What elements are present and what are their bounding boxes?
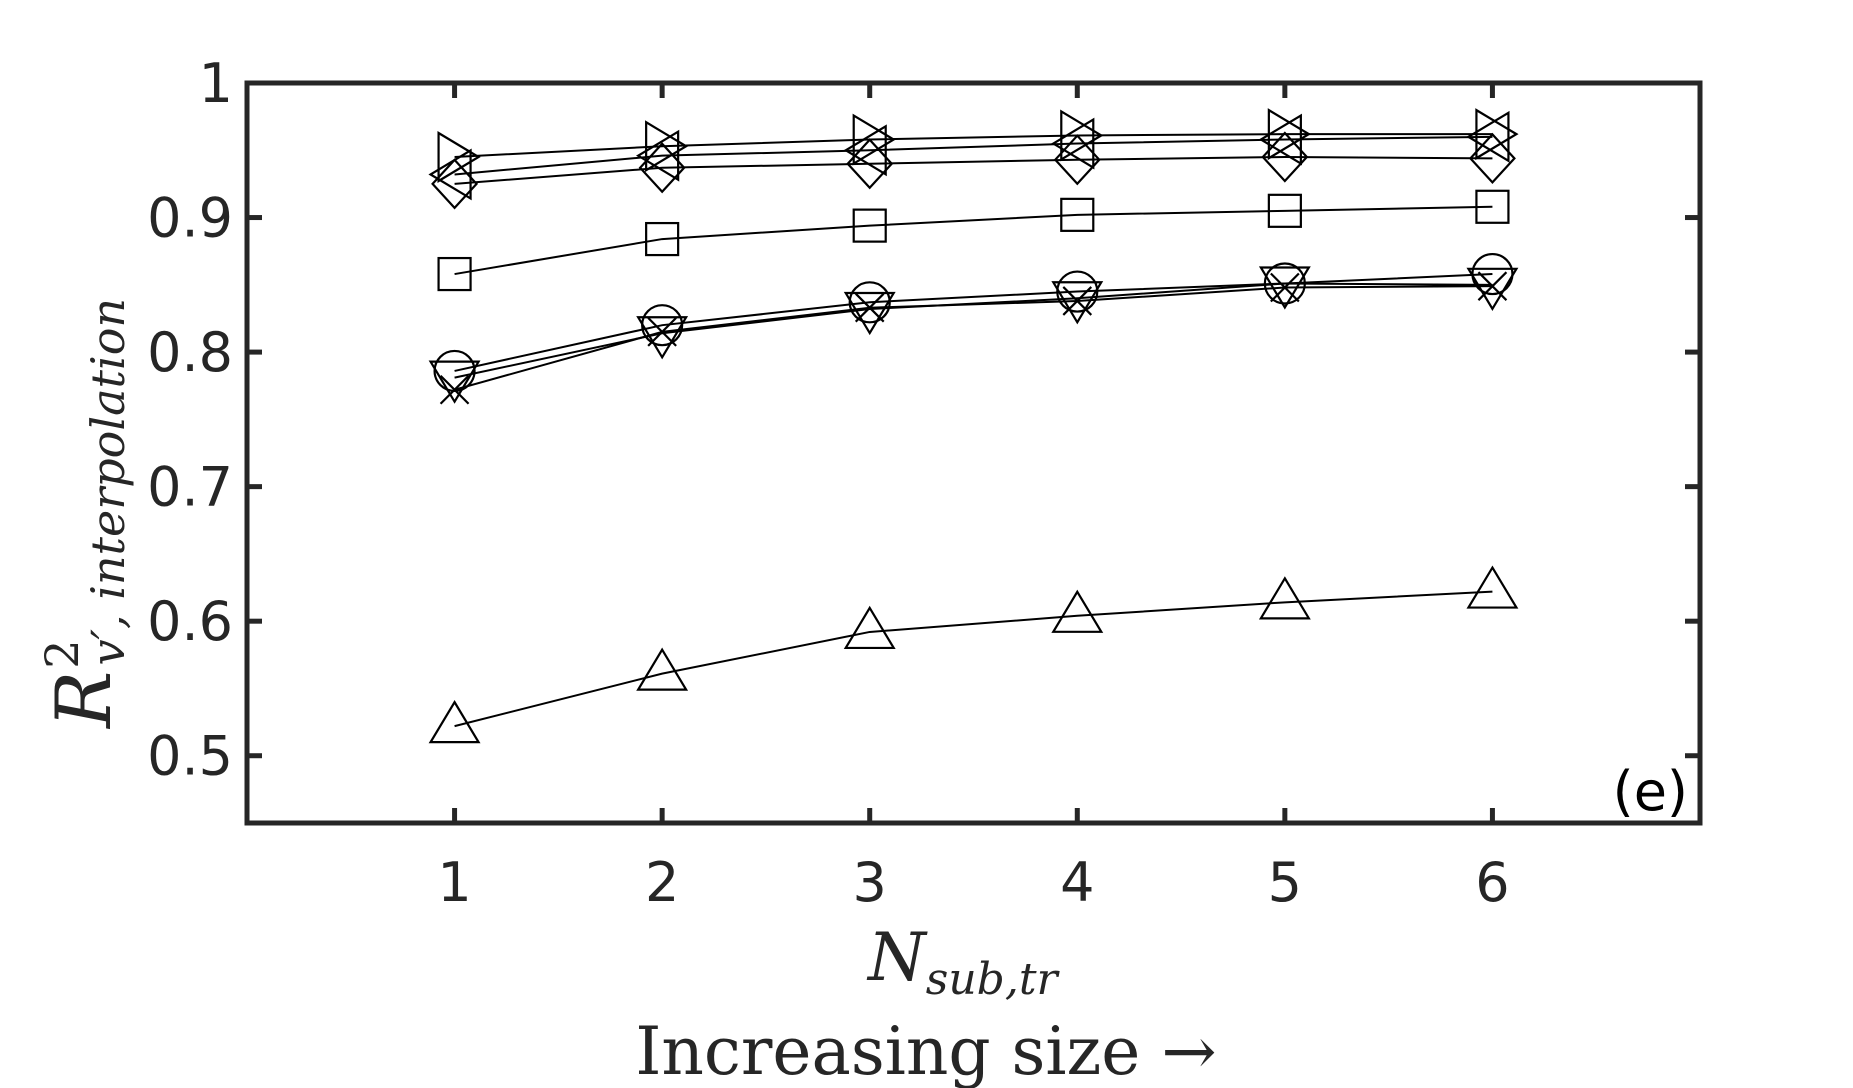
y-tick-label: 0.7 <box>147 456 233 519</box>
data-point-square <box>852 208 887 243</box>
plot-frame <box>244 80 1703 826</box>
data-point-triangle-right <box>1060 109 1104 162</box>
x-tick-label: 6 <box>1475 851 1509 914</box>
data-point-circle <box>848 281 891 324</box>
data-point-x <box>647 317 677 347</box>
series-triangle-right <box>437 108 1519 183</box>
series-x <box>439 271 1508 405</box>
data-point-x <box>854 292 885 323</box>
y-tick-label: 1 <box>199 52 233 115</box>
series-triangle-up <box>428 565 1519 744</box>
data-point-square <box>645 221 680 257</box>
series-layer <box>428 108 1519 744</box>
data-point-triangle-right <box>645 120 689 173</box>
series-line <box>454 135 1493 176</box>
data-point-circle <box>1056 270 1099 313</box>
data-point-triangle-up <box>636 647 689 691</box>
x-axis-secondary-label: Increasing size → <box>635 1013 1216 1088</box>
data-point-triangle-down <box>636 316 689 360</box>
data-point-triangle-down <box>843 291 896 336</box>
data-point-triangle-left <box>428 148 472 201</box>
data-point-triangle-down <box>1466 267 1519 311</box>
x-tick-label: 1 <box>437 851 471 914</box>
data-point-triangle-down <box>428 360 481 404</box>
data-point-x <box>1477 271 1508 301</box>
x-tick-label: 4 <box>1060 851 1094 914</box>
series-square <box>437 189 1510 292</box>
data-point-square <box>1267 193 1302 228</box>
data-point-diamond <box>1053 134 1101 186</box>
panel-label: (e) <box>1613 760 1688 823</box>
data-point-triangle-left <box>1051 117 1095 170</box>
series-line <box>454 285 1493 391</box>
data-point-triangle-right <box>437 131 481 183</box>
y-axis-label-subscript: v′, interpolation <box>81 298 135 666</box>
data-point-triangle-up <box>843 605 896 650</box>
y-tick-label: 0.9 <box>147 187 233 250</box>
series-circle <box>433 252 1514 393</box>
x-tick-label: 5 <box>1268 851 1302 914</box>
y-tick-label: 0.6 <box>147 590 233 653</box>
data-point-diamond <box>1468 132 1516 184</box>
data-point-diamond <box>846 138 894 190</box>
x-axis-label-base: N <box>866 919 928 996</box>
y-tick-label: 0.5 <box>147 725 233 788</box>
series-line <box>454 205 1493 276</box>
data-point-triangle-left <box>843 124 887 177</box>
data-point-square <box>437 256 472 292</box>
x-axis-label: Nsub,tr <box>866 919 1061 1005</box>
data-point-triangle-left <box>1466 110 1510 163</box>
data-point-triangle-right <box>852 113 896 166</box>
y-axis-label-superscript: 2 <box>35 639 89 668</box>
series-line <box>454 590 1493 728</box>
data-point-x <box>1270 272 1300 303</box>
data-point-diamond <box>1261 131 1309 183</box>
data-point-triangle-up <box>428 699 481 744</box>
series-diamond <box>431 131 1516 210</box>
x-axis-label-subscript: sub,tr <box>926 954 1061 1005</box>
data-point-diamond <box>431 158 479 210</box>
data-point-x <box>1062 286 1093 316</box>
data-point-triangle-left <box>1258 113 1302 166</box>
x-tick-label: 3 <box>853 851 887 914</box>
data-point-triangle-up <box>1466 565 1519 609</box>
data-point-diamond <box>638 142 686 194</box>
data-point-triangle-up <box>1051 589 1104 633</box>
series-line <box>454 273 1493 372</box>
series-triangle-left <box>428 110 1510 201</box>
series-line <box>454 155 1493 185</box>
series-line <box>454 133 1493 158</box>
data-point-x <box>439 374 470 405</box>
tick-layer: 1 2 3 4 5 6 0.5 0.6 0.7 0.8 0.9 1 <box>147 52 1700 914</box>
x-tick-label: 2 <box>645 851 679 914</box>
data-point-triangle-right <box>1475 108 1519 161</box>
y-axis-label: R 2v′, interpolation <box>35 298 135 730</box>
data-point-square <box>1475 189 1510 224</box>
y-tick-label: 0.8 <box>147 321 233 384</box>
data-point-square <box>1060 197 1095 232</box>
y-axis-label-base: R <box>39 671 128 730</box>
data-point-triangle-up <box>1258 576 1311 620</box>
